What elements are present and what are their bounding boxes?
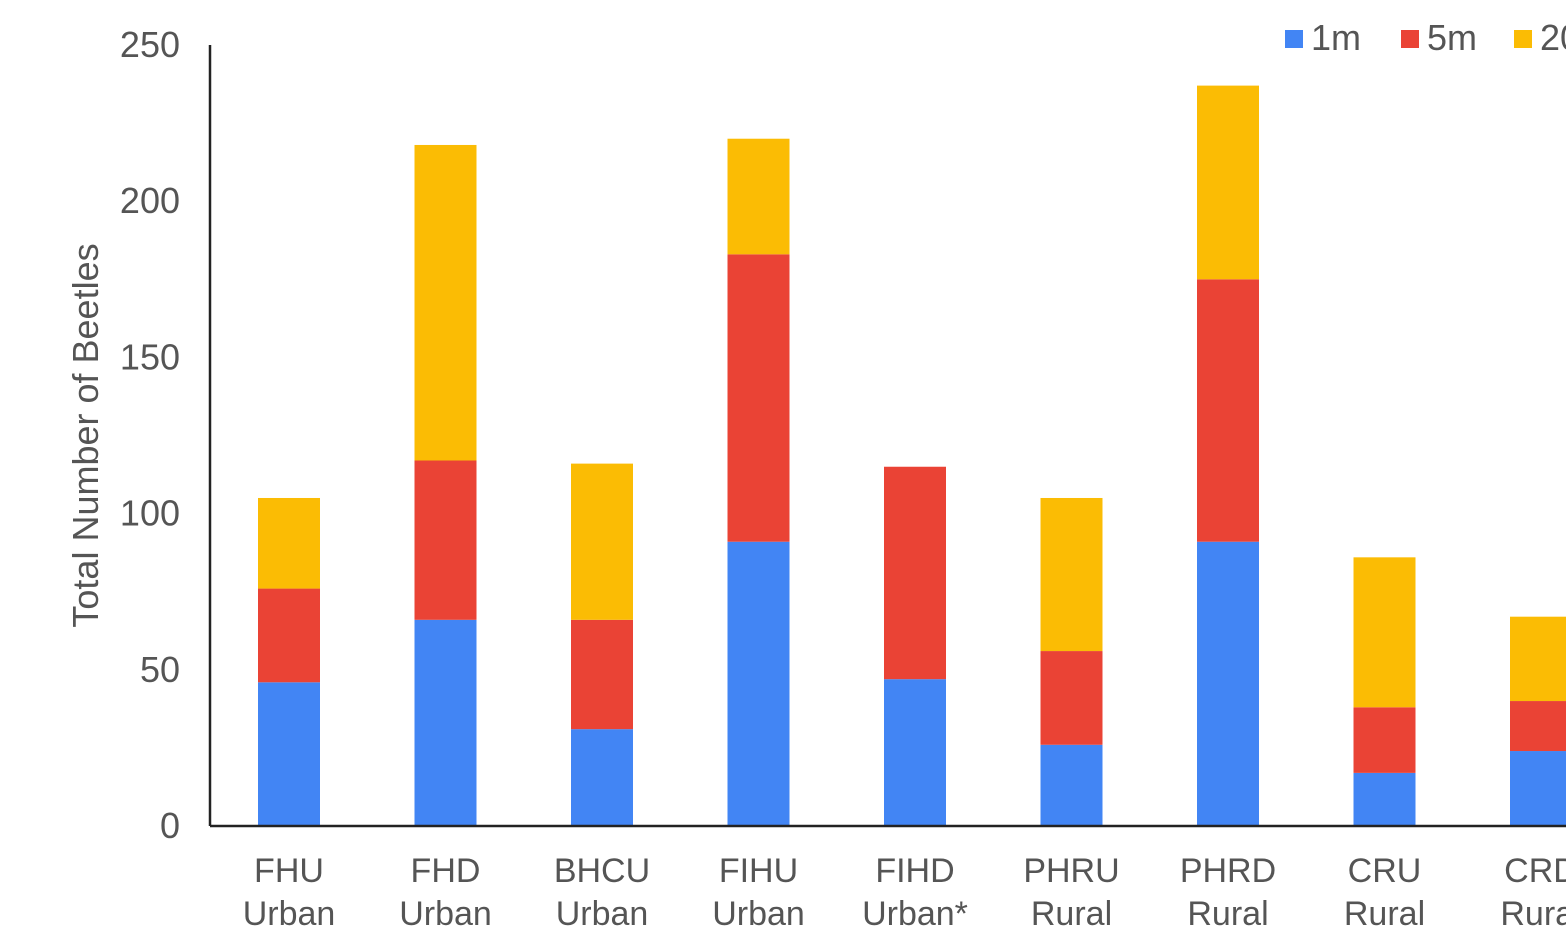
bar-segment-5m-cru	[1353, 707, 1416, 773]
legend-label-20m: 20m	[1540, 17, 1566, 58]
x-category-label: CRU	[1348, 852, 1422, 890]
legend-label-5m: 5m	[1427, 17, 1477, 58]
bar-segment-20m-cru	[1353, 557, 1416, 708]
bar-segment-20m-phrd	[1197, 85, 1259, 280]
y-tick-label: 200	[120, 180, 180, 221]
bar-segment-20m-fihu	[727, 138, 790, 255]
x-category-sublabel: Urban	[399, 895, 492, 928]
x-category-label: FIHD	[875, 852, 954, 890]
x-category-label: FHD	[411, 852, 481, 890]
bar-segment-1m-fihu	[727, 541, 790, 826]
y-tick-label: 250	[120, 24, 180, 65]
legend-label-1m: 1m	[1311, 17, 1361, 58]
axes	[208, 45, 1566, 828]
bar-segment-1m-crd	[1510, 751, 1566, 826]
y-tick-label: 0	[160, 805, 180, 846]
bar-segment-5m-fihu	[727, 254, 790, 542]
x-category-label: FIHU	[719, 852, 798, 890]
bar-segment-1m-bhcu	[571, 729, 633, 826]
legend-swatch-1m	[1285, 30, 1303, 48]
x-category-sublabel: Urban*	[862, 895, 968, 928]
x-category-sublabel: Urban	[712, 895, 805, 928]
bar-segment-1m-fhu	[258, 682, 320, 826]
bar-segment-1m-fihd	[884, 679, 946, 826]
x-category-label: PHRU	[1023, 852, 1119, 890]
x-category-label: FHU	[254, 852, 324, 890]
y-tick-label: 50	[140, 649, 180, 690]
x-category-sublabel: Urban	[556, 895, 649, 928]
bar-segment-20m-fhu	[258, 497, 320, 589]
x-category-label: BHCU	[554, 852, 650, 890]
bar-segment-20m-phru	[1040, 497, 1103, 652]
y-tick-label: 100	[120, 493, 180, 534]
bar-segment-1m-phrd	[1197, 541, 1259, 826]
bar-segment-1m-cru	[1353, 772, 1416, 826]
bar-segment-20m-crd	[1510, 616, 1566, 702]
bar-segment-5m-fihd	[884, 466, 946, 680]
y-tick-labels: 0 50 100 150 200 250	[120, 24, 180, 846]
bar-segment-5m-crd	[1510, 701, 1566, 752]
bar-segment-5m-fhu	[258, 588, 320, 683]
x-category-sublabel: Rural	[1500, 895, 1566, 928]
legend-swatch-5m	[1401, 30, 1419, 48]
bar-segment-5m-phrd	[1197, 279, 1259, 542]
x-category-labels: FHU Urban FHD Urban BHCU Urban FIHU Urban FIHD Ur…	[243, 852, 1566, 928]
legend: 1m 5m 20m	[1285, 17, 1566, 58]
x-category-sublabel: Rural	[1031, 895, 1112, 928]
bar-segment-5m-fhd	[414, 460, 477, 620]
legend-swatch-20m	[1514, 30, 1532, 48]
y-axis-title: Total Number of Beetles	[65, 243, 106, 627]
y-axis-title-group: Total Number of Beetles	[65, 243, 106, 627]
bar-segment-1m-fhd	[414, 619, 477, 826]
x-category-label: PHRD	[1180, 852, 1276, 890]
x-category-label: CRD	[1504, 852, 1566, 890]
bar-segment-20m-fhd	[414, 144, 477, 461]
bar-segment-20m-bhcu	[571, 463, 633, 620]
x-category-sublabel: Rural	[1344, 895, 1425, 928]
x-category-sublabel: Urban	[243, 895, 336, 928]
bar-segment-5m-bhcu	[571, 619, 633, 730]
bars	[258, 85, 1566, 826]
bar-segment-1m-phru	[1040, 744, 1103, 826]
bar-segment-5m-phru	[1040, 651, 1103, 745]
x-category-sublabel: Rural	[1187, 895, 1268, 928]
y-tick-label: 150	[120, 336, 180, 377]
